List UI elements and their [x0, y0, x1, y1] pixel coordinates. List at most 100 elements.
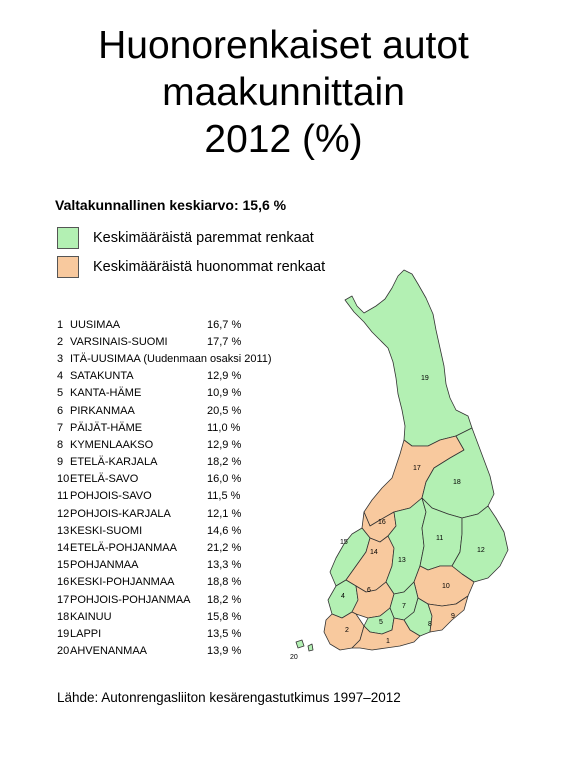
region-name: POHJOIS-KARJALA — [70, 507, 171, 520]
region-row: 7 PÄIJÄT-HÄME 11,0 % — [57, 419, 272, 436]
region-value: 12,9 % — [207, 370, 242, 383]
region-number: 3 — [57, 352, 64, 365]
region-name: POHJANMAA — [70, 559, 139, 572]
map-label-12: 12 — [477, 547, 485, 554]
region-row: 10 ETELÄ-SAVO 16,0 % — [57, 471, 272, 488]
region-number: 17 — [57, 593, 70, 606]
region-number: 2 — [57, 335, 64, 348]
region-name: PÄIJÄT-HÄME — [70, 421, 143, 434]
region-number: 4 — [57, 370, 64, 383]
region-name: ETELÄ-POHJANMAA — [70, 542, 177, 555]
region-name: VARSINAIS-SUOMI — [70, 335, 168, 348]
map-label-19: 19 — [421, 375, 429, 382]
title-line-2: maakunnittain — [162, 71, 405, 114]
region-number: 20 — [57, 645, 70, 658]
region-value: 13,5 % — [207, 627, 242, 640]
region-value: 18,8 % — [207, 576, 242, 589]
region-number: 1 — [57, 318, 64, 331]
region-number: 19 — [57, 627, 70, 640]
region-name: POHJOIS-POHJANMAA — [70, 593, 191, 606]
region-name: LAPPI — [70, 627, 102, 640]
region-row: 18 KAINUU 15,8 % — [57, 608, 272, 625]
region-row: 20 AHVENANMAA 13,9 % — [57, 643, 272, 660]
region-name: AHVENANMAA — [70, 645, 148, 658]
region-value: 20,5 % — [207, 404, 242, 417]
map-label-7: 7 — [402, 603, 406, 610]
region-value: 13,9 % — [207, 645, 242, 658]
region-value: 10,9 % — [207, 387, 242, 400]
title-line-1: Huonorenkaiset autot — [98, 24, 469, 67]
map-label-10: 10 — [442, 583, 450, 590]
map-label-1: 1 — [386, 638, 390, 645]
region-list: 1 UUSIMAA 16,7 % 2 VARSINAIS-SUOMI 17,7 % 3 ITÄ… — [57, 316, 272, 660]
region-name: POHJOIS-SAVO — [70, 490, 152, 503]
region-value: 11,5 % — [207, 490, 241, 503]
region-name: UUSIMAA — [70, 318, 121, 331]
region-value: 14,6 % — [207, 524, 242, 537]
region-row: 17 POHJOIS-POHJANMAA 18,2 % — [57, 591, 272, 608]
region-number: 12 — [57, 507, 70, 520]
region-row: 2 VARSINAIS-SUOMI 17,7 % — [57, 333, 272, 350]
national-average: Valtakunnallinen keskiarvo: 15,6 % — [55, 197, 287, 213]
map-label-14: 14 — [370, 549, 378, 556]
region-name: SATAKUNTA — [70, 370, 134, 383]
legend-item-worse: Keskimääräistä huonommat renkaat — [57, 256, 325, 278]
region-row: 14 ETELÄ-POHJANMAA 21,2 % — [57, 539, 272, 556]
region-9-etela-karjala — [427, 595, 469, 633]
map-label-13: 13 — [398, 557, 406, 564]
region-row: 16 KESKI-POHJANMAA 18,8 % — [57, 574, 272, 591]
region-name: ETELÄ-KARJALA — [70, 456, 158, 469]
region-row: 4 SATAKUNTA 12,9 % — [57, 368, 272, 385]
map-title: Huonorenkaiset autot maakunnittain 2012 … — [0, 22, 567, 163]
region-name: KESKI-SUOMI — [70, 524, 143, 537]
legend-swatch-worse — [57, 256, 79, 278]
region-number: 14 — [57, 542, 70, 555]
region-row: 15 POHJANMAA 13,3 % — [57, 557, 272, 574]
region-value: 21,2 % — [207, 542, 242, 555]
region-number: 8 — [57, 438, 64, 451]
region-name: KESKI-POHJANMAA — [70, 576, 175, 589]
region-row: 5 KANTA-HÄME 10,9 % — [57, 385, 272, 402]
region-1-uusimaa — [351, 617, 421, 651]
region-row: 13 KESKI-SUOMI 14,6 % — [57, 522, 272, 539]
region-value: 17,7 % — [207, 335, 242, 348]
region-row: 9 ETELÄ-KARJALA 18,2 % — [57, 454, 272, 471]
region-row: 8 KYMENLAAKSO 12,9 % — [57, 436, 272, 453]
map-label-11: 11 — [436, 535, 443, 542]
region-name: PIRKANMAA — [70, 404, 135, 417]
region-value: 18,2 % — [207, 456, 242, 469]
region-value: 12,9 % — [207, 438, 242, 451]
region-12-pohjois-karjala — [451, 505, 509, 583]
region-row: 12 POHJOIS-KARJALA 12,1 % — [57, 505, 272, 522]
region-number: 18 — [57, 610, 70, 623]
map-label-9: 9 — [451, 613, 455, 620]
region-value: 16,7 % — [207, 318, 242, 331]
region-row: 6 PIRKANMAA 20,5 % — [57, 402, 272, 419]
legend-item-better: Keskimääräistä paremmat renkaat — [57, 227, 314, 249]
map-label-4: 4 — [341, 593, 345, 600]
region-name: ITÄ-UUSIMAA (Uudenmaan osaksi 2011) — [70, 352, 272, 365]
legend-swatch-better — [57, 227, 79, 249]
region-row: 19 LAPPI 13,5 % — [57, 625, 272, 642]
region-value: 13,3 % — [207, 559, 242, 572]
region-name: KYMENLAAKSO — [70, 438, 154, 451]
title-line-3: 2012 (%) — [204, 118, 363, 161]
map-label-5: 5 — [379, 619, 383, 626]
region-number: 15 — [57, 559, 70, 572]
map-label-8: 8 — [428, 621, 432, 628]
region-name: KAINUU — [70, 610, 112, 623]
region-number: 9 — [57, 456, 64, 469]
region-number: 13 — [57, 524, 70, 537]
region-number: 16 — [57, 576, 70, 589]
region-value: 15,8 % — [207, 610, 242, 623]
region-20-ahvenanmaa — [295, 639, 305, 649]
region-number: 11 — [57, 490, 69, 503]
region-value: 11,0 % — [207, 421, 241, 434]
region-row: 11 POHJOIS-SAVO 11,5 % — [57, 488, 272, 505]
map-label-2: 2 — [345, 627, 349, 634]
region-number: 6 — [57, 404, 64, 417]
region-name: ETELÄ-SAVO — [70, 473, 139, 486]
region-number: 10 — [57, 473, 70, 486]
legend-label-worse: Keskimääräistä huonommat renkaat — [93, 259, 326, 275]
